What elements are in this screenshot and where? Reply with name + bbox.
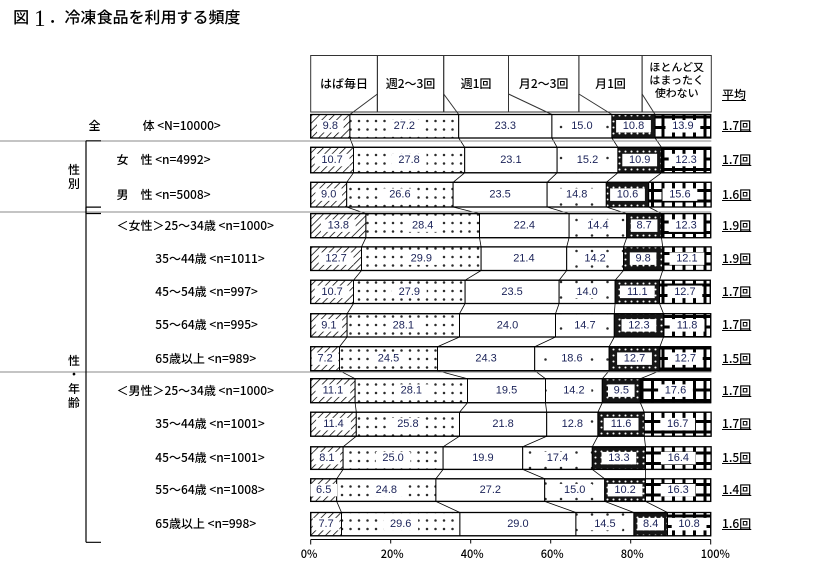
svg-text:10.9: 10.9 xyxy=(629,154,650,166)
svg-text:21.8: 21.8 xyxy=(492,418,513,430)
svg-text:11.6: 11.6 xyxy=(611,418,632,430)
svg-text:27.2: 27.2 xyxy=(480,484,501,496)
svg-text:27.9: 27.9 xyxy=(399,286,420,298)
svg-text:13.3: 13.3 xyxy=(608,452,629,464)
svg-text:29.9: 29.9 xyxy=(411,253,432,265)
svg-text:19.5: 19.5 xyxy=(496,385,517,397)
svg-text:11.8: 11.8 xyxy=(677,319,698,331)
svg-text:12.3: 12.3 xyxy=(675,154,696,166)
svg-text:25.8: 25.8 xyxy=(397,418,418,430)
svg-text:15.6: 15.6 xyxy=(669,189,690,201)
svg-text:18.6: 18.6 xyxy=(561,353,582,365)
svg-text:14.5: 14.5 xyxy=(594,518,615,530)
svg-text:12.3: 12.3 xyxy=(628,319,649,331)
svg-text:16.3: 16.3 xyxy=(667,484,688,496)
svg-text:9.8: 9.8 xyxy=(635,253,650,265)
svg-text:29.0: 29.0 xyxy=(507,518,528,530)
svg-text:13.9: 13.9 xyxy=(672,120,693,132)
svg-text:11.1: 11.1 xyxy=(627,286,648,298)
svg-text:11.1: 11.1 xyxy=(323,385,344,397)
svg-text:14.8: 14.8 xyxy=(566,189,587,201)
svg-text:15.2: 15.2 xyxy=(577,154,598,166)
svg-text:23.5: 23.5 xyxy=(501,286,522,298)
svg-text:22.4: 22.4 xyxy=(514,220,535,232)
svg-text:8.7: 8.7 xyxy=(636,220,651,232)
svg-text:27.8: 27.8 xyxy=(398,154,419,166)
svg-text:12.7: 12.7 xyxy=(325,253,346,265)
svg-text:15.0: 15.0 xyxy=(564,484,585,496)
svg-text:13.8: 13.8 xyxy=(328,220,349,232)
svg-text:8.4: 8.4 xyxy=(643,518,658,530)
svg-text:14.4: 14.4 xyxy=(587,220,608,232)
svg-text:10.2: 10.2 xyxy=(614,484,635,496)
svg-text:16.4: 16.4 xyxy=(668,452,689,464)
svg-text:6.5: 6.5 xyxy=(316,484,331,496)
svg-text:14.7: 14.7 xyxy=(574,319,595,331)
svg-text:10.8: 10.8 xyxy=(678,518,699,530)
svg-text:24.8: 24.8 xyxy=(376,484,397,496)
svg-text:9.8: 9.8 xyxy=(323,120,338,132)
svg-text:17.6: 17.6 xyxy=(665,385,686,397)
svg-text:9.1: 9.1 xyxy=(321,319,336,331)
svg-text:8.1: 8.1 xyxy=(319,452,334,464)
svg-text:7.2: 7.2 xyxy=(317,353,332,365)
svg-text:23.5: 23.5 xyxy=(489,189,510,201)
svg-text:12.7: 12.7 xyxy=(624,353,645,365)
svg-text:10.8: 10.8 xyxy=(623,120,644,132)
svg-text:14.2: 14.2 xyxy=(563,385,584,397)
svg-text:24.0: 24.0 xyxy=(497,319,518,331)
svg-text:12.1: 12.1 xyxy=(676,253,697,265)
svg-text:28.4: 28.4 xyxy=(412,220,433,232)
svg-text:16.7: 16.7 xyxy=(667,418,688,430)
svg-text:21.4: 21.4 xyxy=(513,253,534,265)
svg-text:25.0: 25.0 xyxy=(382,452,403,464)
svg-text:27.2: 27.2 xyxy=(394,120,415,132)
svg-text:26.6: 26.6 xyxy=(389,189,410,201)
svg-text:11.4: 11.4 xyxy=(323,418,344,430)
svg-text:10.6: 10.6 xyxy=(617,189,638,201)
svg-text:23.3: 23.3 xyxy=(495,120,516,132)
svg-text:28.1: 28.1 xyxy=(393,319,414,331)
svg-text:19.9: 19.9 xyxy=(472,452,493,464)
svg-text:14.2: 14.2 xyxy=(584,253,605,265)
svg-text:17.4: 17.4 xyxy=(547,452,568,464)
svg-text:12.7: 12.7 xyxy=(674,286,695,298)
svg-text:9.0: 9.0 xyxy=(321,189,336,201)
svg-text:12.7: 12.7 xyxy=(675,353,696,365)
svg-text:7.7: 7.7 xyxy=(318,518,333,530)
svg-text:24.5: 24.5 xyxy=(378,353,399,365)
svg-text:12.3: 12.3 xyxy=(675,220,696,232)
svg-text:9.5: 9.5 xyxy=(614,385,629,397)
svg-text:29.6: 29.6 xyxy=(390,518,411,530)
svg-text:10.7: 10.7 xyxy=(321,286,342,298)
svg-text:14.0: 14.0 xyxy=(576,286,597,298)
svg-text:23.1: 23.1 xyxy=(500,154,521,166)
svg-text:15.0: 15.0 xyxy=(571,120,592,132)
svg-text:12.8: 12.8 xyxy=(562,418,583,430)
svg-text:28.1: 28.1 xyxy=(401,385,422,397)
svg-text:24.3: 24.3 xyxy=(475,353,496,365)
svg-text:10.7: 10.7 xyxy=(321,154,342,166)
